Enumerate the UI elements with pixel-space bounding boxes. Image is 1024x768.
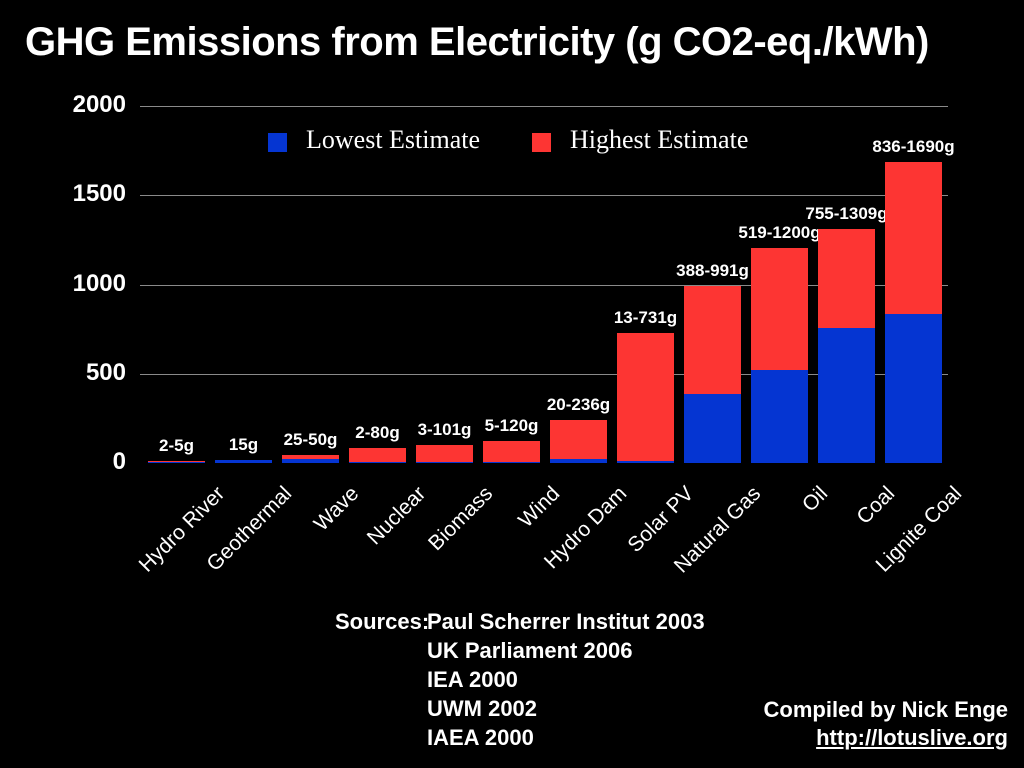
y-axis-label-2000: 2000 <box>72 91 126 118</box>
bar-segment-lowest <box>885 314 942 463</box>
gridline-500 <box>140 373 948 375</box>
lotuslive-link[interactable]: http://lotuslive.org <box>816 725 1008 750</box>
bar-segment-highest <box>885 162 942 314</box>
bar-value-label: 519-1200g <box>738 223 821 242</box>
plot-area: 2-5g 15g 25-50g 2-80g 3-101g 5-120g 20-236g 13-… <box>140 106 955 463</box>
bar-segment-highest <box>617 333 674 461</box>
bar-value-label: 20-236g <box>546 395 611 414</box>
bar-segment-highest <box>684 286 741 394</box>
gridline-1500 <box>140 195 948 197</box>
bar-segment-highest <box>349 448 406 462</box>
bar-segment-highest <box>416 445 473 462</box>
bar-value-label: 15g <box>228 435 259 454</box>
bar-segment-lowest <box>818 328 875 463</box>
bar-segment-highest <box>550 420 607 459</box>
source-item: Paul Scherrer Institut 2003 <box>427 609 705 634</box>
bar-oil: 519-1200g <box>738 223 821 463</box>
bar-value-label: 3-101g <box>417 420 472 439</box>
source-item: IEA 2000 <box>427 667 518 692</box>
y-axis-label-0: 0 <box>112 448 126 475</box>
bar-value-label: 2-80g <box>355 423 400 442</box>
bar-hydro-river: 2-5g <box>148 436 205 463</box>
bar-hydro-dam: 20-236g <box>547 395 610 463</box>
bar-segment-lowest <box>684 394 741 463</box>
bar-nuclear: 2-80g <box>349 423 406 463</box>
bar-segment-highest <box>148 461 205 462</box>
bar-segment-lowest <box>550 459 607 463</box>
bar-segment-highest <box>282 455 339 459</box>
gridline-2000 <box>140 106 948 107</box>
bar-segment-lowest <box>215 460 272 463</box>
bar-value-label: 2-5g <box>159 436 194 455</box>
legend-swatch-lowest <box>268 133 287 152</box>
y-axis-label-500: 500 <box>85 358 126 386</box>
bar-coal: 755-1309g <box>805 204 888 463</box>
source-item: UWM 2002 <box>427 696 538 721</box>
legend-swatch-highest <box>532 133 551 152</box>
bar-geothermal: 15g <box>215 435 272 463</box>
bar-natural-gas: 388-991g <box>676 261 749 463</box>
bar-segment-lowest <box>148 462 205 463</box>
bar-segment-lowest <box>282 459 339 463</box>
bar-value-label: 25-50g <box>283 430 338 449</box>
y-axis-label-1000: 1000 <box>72 269 126 297</box>
y-axis-label-1500: 1500 <box>72 180 126 208</box>
bar-value-label: 755-1309g <box>805 204 888 223</box>
gridline-1000 <box>140 284 948 286</box>
bar-value-label: 5-120g <box>484 416 539 435</box>
bar-segment-lowest <box>617 461 674 463</box>
bar-wind: 5-120g <box>483 416 540 463</box>
bar-segment-lowest <box>483 462 540 463</box>
source-item: UK Parliament 2006 <box>427 638 633 663</box>
bar-segment-highest <box>818 229 875 328</box>
legend-label-lowest: Lowest Estimate <box>306 125 481 154</box>
source-item: IAEA 2000 <box>427 725 534 750</box>
legend-label-highest: Highest Estimate <box>570 125 749 154</box>
bar-segment-lowest <box>349 462 406 463</box>
bar-segment-highest <box>483 441 540 462</box>
sources-label: Sources: <box>335 609 430 634</box>
compiled-by-text: Compiled by Nick Enge <box>763 697 1009 722</box>
bar-segment-lowest <box>416 462 473 463</box>
bar-segment-lowest <box>751 370 808 463</box>
bar-value-label: 388-991g <box>676 261 749 280</box>
bar-solar-pv: 13-731g <box>614 308 677 463</box>
sources-block: Sources: Paul Scherrer Institut 2003 UK … <box>335 607 705 752</box>
bar-value-label: 13-731g <box>613 308 678 327</box>
chart-title: GHG Emissions from Electricity (g CO2-eq… <box>25 20 929 64</box>
bar-wave: 25-50g <box>282 430 339 463</box>
bar-segment-highest <box>751 248 808 370</box>
bar-lignite-coal: 836-1690g <box>872 137 955 463</box>
bar-value-label: 836-1690g <box>872 137 955 156</box>
credit-block: Compiled by Nick Enge http://lotuslive.o… <box>764 696 1009 752</box>
sources-list: Paul Scherrer Institut 2003 UK Parliamen… <box>427 607 705 752</box>
bar-biomass: 3-101g <box>416 420 473 463</box>
